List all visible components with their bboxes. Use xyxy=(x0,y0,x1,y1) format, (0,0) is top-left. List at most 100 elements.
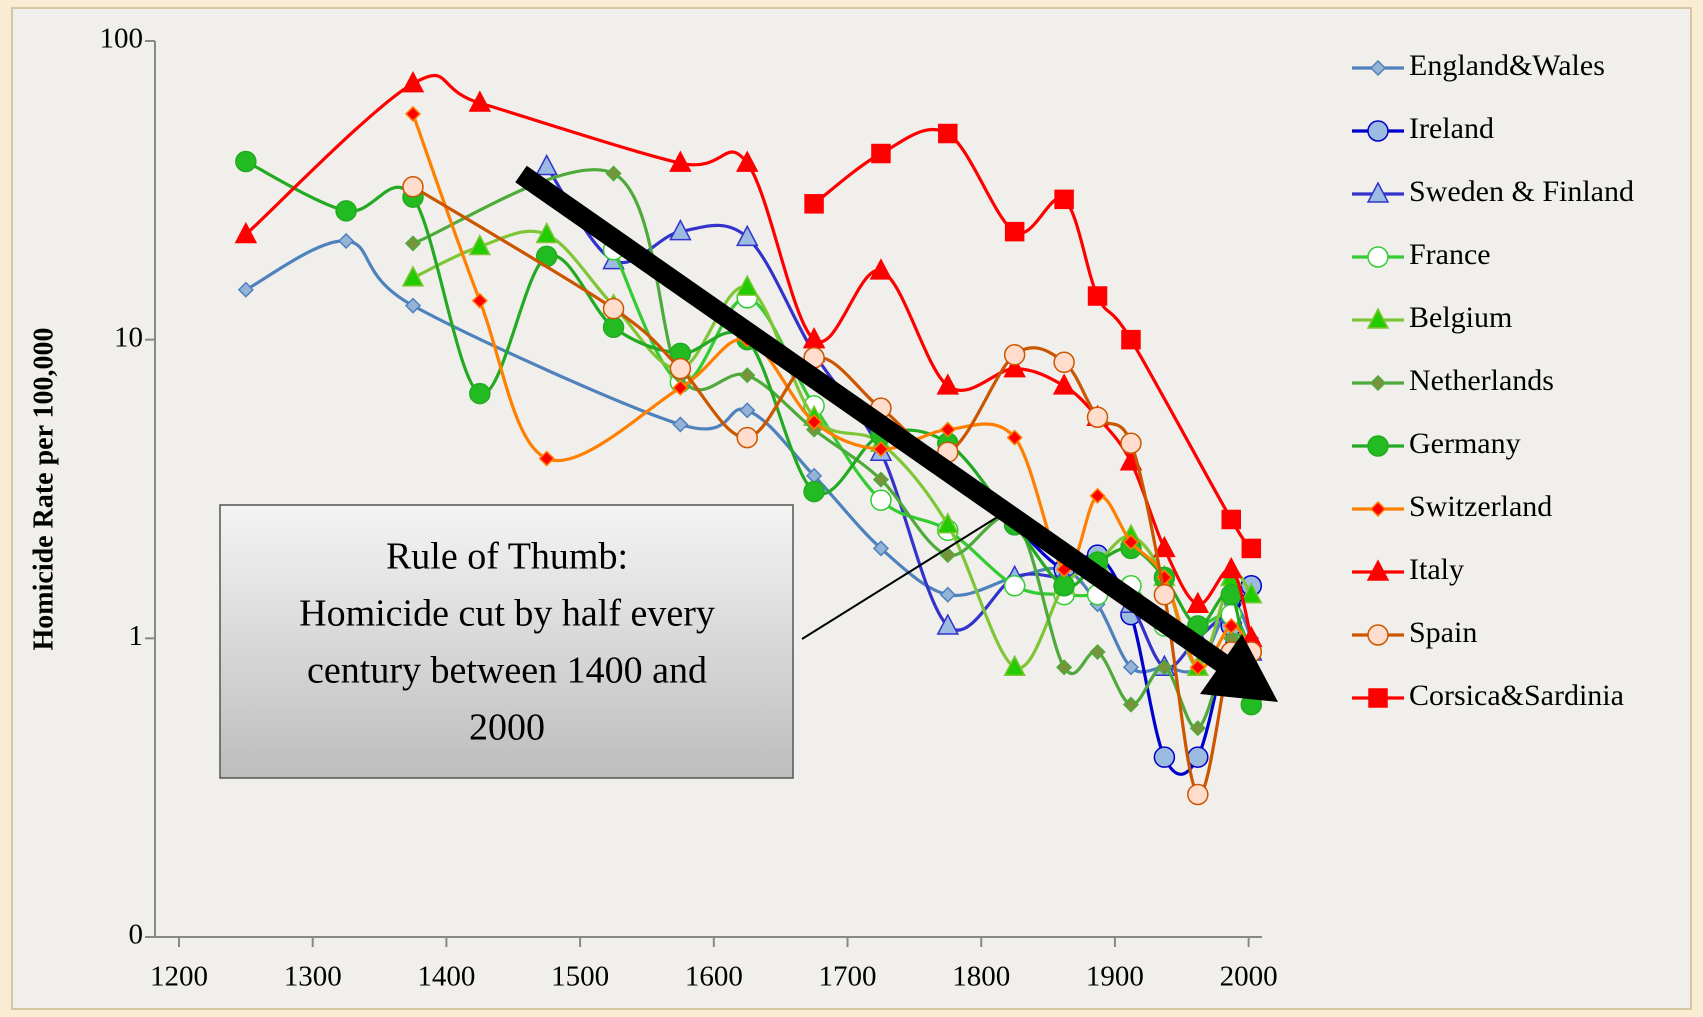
marker xyxy=(1120,432,1142,454)
marker xyxy=(1122,659,1140,676)
marker xyxy=(1240,582,1263,604)
marker xyxy=(1086,406,1109,428)
marker xyxy=(471,292,488,309)
marker xyxy=(235,150,257,173)
legend-label: Ireland xyxy=(1409,112,1494,145)
marker xyxy=(1121,329,1141,350)
marker xyxy=(1367,246,1389,268)
marker xyxy=(538,450,555,467)
legend-item: Ireland xyxy=(1352,112,1494,145)
marker xyxy=(605,165,622,182)
marker xyxy=(1122,534,1140,551)
marker xyxy=(869,258,893,280)
legend-item: Belgium xyxy=(1352,301,1512,334)
marker xyxy=(936,512,960,534)
marker xyxy=(672,416,689,433)
marker xyxy=(1187,746,1209,768)
marker xyxy=(870,489,892,511)
marker xyxy=(939,586,956,603)
series xyxy=(804,123,1262,559)
legend-label: England&Wales xyxy=(1409,49,1605,82)
arrow-shaft xyxy=(515,165,1231,674)
x-tick-label: 1300 xyxy=(284,961,342,993)
marker xyxy=(1053,351,1075,374)
marker xyxy=(1089,643,1106,661)
marker xyxy=(1004,221,1025,242)
annotation-text: Homicide cut by half every xyxy=(299,593,715,635)
marker xyxy=(535,153,558,176)
marker xyxy=(669,357,692,380)
marker xyxy=(803,480,825,503)
marker xyxy=(669,219,692,241)
marker xyxy=(872,441,890,458)
marker xyxy=(938,123,958,144)
x-tick-label: 2000 xyxy=(1220,961,1278,993)
marker xyxy=(872,471,890,488)
marker xyxy=(1366,559,1390,581)
pointer-line xyxy=(801,515,1000,640)
marker xyxy=(1054,189,1074,210)
legend-item: Netherlands xyxy=(1352,364,1554,397)
series xyxy=(404,105,1260,676)
marker xyxy=(1368,688,1388,708)
marker xyxy=(936,373,960,395)
marker xyxy=(739,402,756,419)
x-tick-label: 1600 xyxy=(685,961,743,993)
legend-label: Corsica&Sardinia xyxy=(1409,679,1624,712)
marker xyxy=(735,150,759,172)
arrow-head xyxy=(1200,634,1278,702)
annotation-text: 2000 xyxy=(469,707,545,749)
marker xyxy=(404,235,422,252)
marker xyxy=(1153,583,1176,606)
series-line xyxy=(412,168,1253,730)
marker xyxy=(1003,574,1026,597)
marker xyxy=(939,421,956,438)
y-tick-label: 0 xyxy=(129,919,144,951)
marker xyxy=(1367,624,1389,646)
marker xyxy=(1241,538,1262,559)
marker xyxy=(1056,659,1073,676)
marker xyxy=(735,224,759,247)
marker xyxy=(669,150,692,172)
marker xyxy=(872,540,890,557)
marker xyxy=(1053,574,1075,597)
marker xyxy=(1153,535,1176,558)
legend-item: England&Wales xyxy=(1352,49,1605,82)
legend-label: Sweden & Finland xyxy=(1409,175,1634,208)
legend-item: Germany xyxy=(1352,427,1521,460)
y-axis-title: Homicide Rate per 100,000 xyxy=(28,328,59,651)
legend-item: Italy xyxy=(1352,553,1464,586)
y-tick-label: 1 xyxy=(129,620,144,652)
marker xyxy=(404,297,422,314)
marker xyxy=(1221,509,1241,530)
x-tick-label: 1700 xyxy=(819,961,877,993)
marker xyxy=(1003,344,1026,366)
legend-label: France xyxy=(1409,238,1491,271)
marker xyxy=(338,232,355,250)
marker xyxy=(936,613,960,635)
marker xyxy=(468,233,492,256)
marker xyxy=(1186,591,1210,614)
marker xyxy=(806,413,823,431)
marker xyxy=(402,176,424,198)
marker xyxy=(736,426,758,449)
marker xyxy=(1189,659,1206,676)
marker xyxy=(871,143,891,164)
marker xyxy=(1369,500,1387,518)
marker xyxy=(1087,286,1108,306)
marker xyxy=(672,379,689,396)
marker xyxy=(1003,356,1026,378)
marker xyxy=(1189,720,1206,737)
marker xyxy=(1089,487,1106,504)
marker xyxy=(335,200,357,222)
annotation-box xyxy=(219,504,794,779)
legend-item: Spain xyxy=(1352,616,1477,649)
x-tick-label: 1400 xyxy=(417,961,475,993)
marker xyxy=(1369,59,1387,77)
y-tick-label: 100 xyxy=(100,23,144,55)
marker xyxy=(1122,696,1140,713)
marker xyxy=(234,221,258,244)
x-tick-label: 1500 xyxy=(551,961,609,993)
marker xyxy=(404,105,422,122)
